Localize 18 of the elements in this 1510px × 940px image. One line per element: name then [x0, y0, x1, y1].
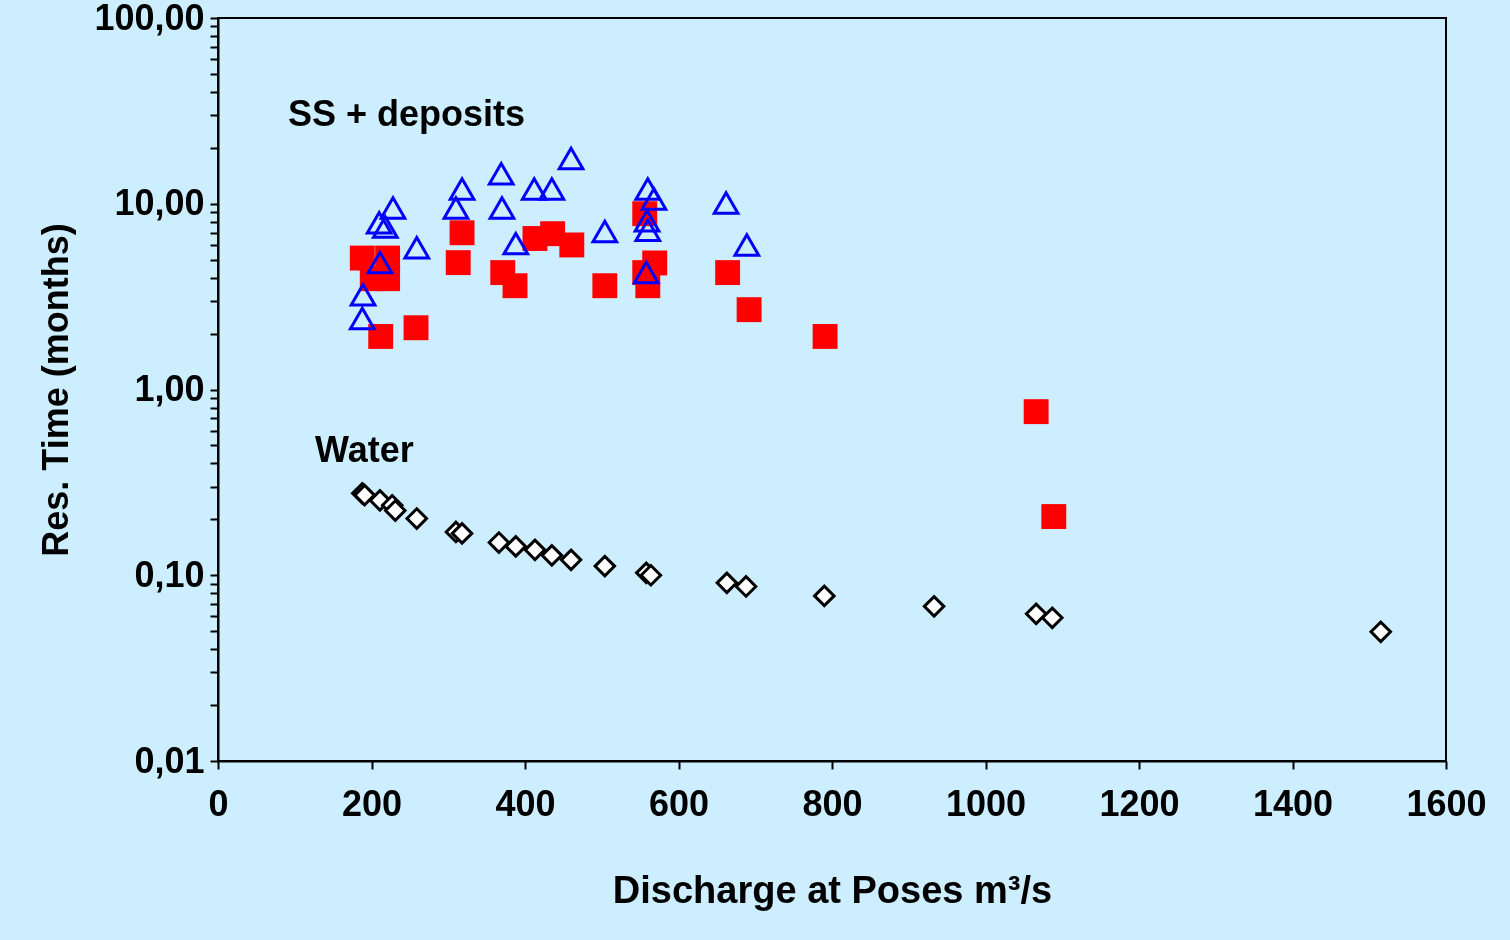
x-tick-label: 400: [495, 782, 556, 824]
x-tick-label: 1600: [1406, 782, 1487, 824]
y-tick-label: 0,10: [134, 553, 205, 595]
x-tick-label: 1000: [945, 782, 1027, 824]
y-tick-label: 0,01: [134, 739, 205, 781]
y-tick-label: 10,00: [114, 182, 205, 224]
x-tick-label: 1200: [1099, 782, 1180, 824]
y-tick-label: 1,00: [134, 368, 205, 409]
x-tick-label: 0: [208, 782, 229, 824]
x-tick-label: 1400: [1252, 782, 1334, 824]
annotation: SS + deposits: [288, 93, 526, 134]
y-axis-title: Res. Time (months): [35, 223, 77, 557]
annotation: Water: [315, 429, 414, 470]
x-tick-label: 200: [341, 782, 403, 824]
x-axis-title: Discharge at Poses m³/s: [612, 868, 1053, 911]
x-tick-label: 800: [802, 782, 863, 824]
y-tick-label: 100,00: [94, 0, 205, 38]
x-tick-label: 600: [648, 782, 710, 824]
